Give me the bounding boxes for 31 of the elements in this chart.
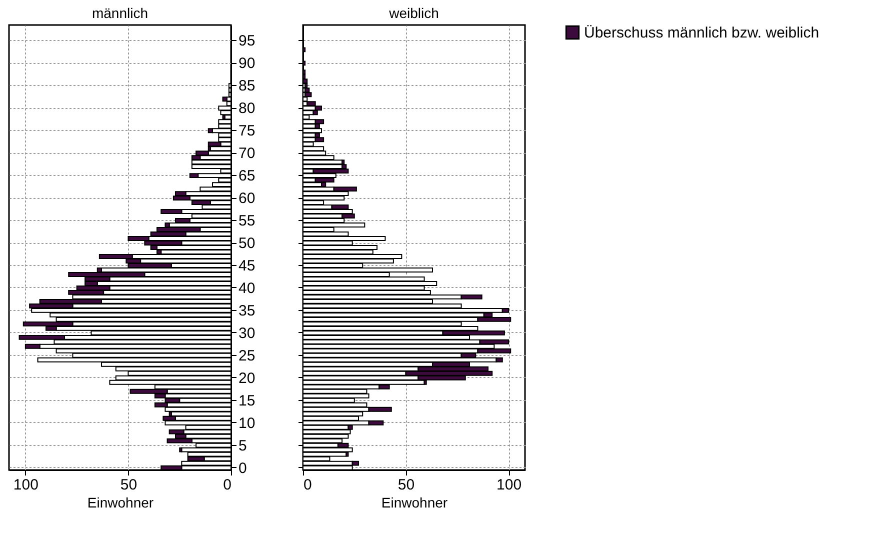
y-tick-label: 80 (238, 100, 256, 118)
chart-title: männlich (92, 5, 148, 21)
y-tick-label: 30 (238, 324, 256, 342)
y-tick-label: 35 (238, 302, 256, 320)
chart-title: weiblich (388, 5, 439, 21)
y-tick-label: 40 (238, 280, 256, 297)
y-tick-label: 85 (238, 78, 256, 95)
y-tick-label: 75 (238, 122, 256, 140)
x-tick-label: 50 (398, 476, 415, 494)
y-tick-label: 25 (238, 347, 256, 364)
y-tick-label: 65 (238, 168, 256, 185)
y-tick-label: 50 (238, 235, 256, 252)
x-tick-label: 100 (496, 476, 522, 494)
x-tick-label: 100 (13, 476, 38, 494)
y-tick-label: 60 (238, 190, 256, 208)
y-tick-label: 0 (238, 460, 247, 477)
x-axis-title: Einwohner (381, 494, 448, 510)
x-tick-label: 0 (223, 476, 232, 494)
y-tick-label: 95 (238, 32, 256, 50)
x-tick-label: 0 (304, 476, 312, 494)
y-tick-label: 20 (238, 370, 256, 387)
y-tick-label: 10 (238, 414, 256, 432)
y-tick-label: 70 (238, 145, 256, 162)
y-tick-label: 90 (238, 55, 256, 72)
x-axis-title: Einwohner (87, 494, 154, 510)
x-tick-label: 50 (120, 476, 138, 494)
y-tick-label: 45 (238, 257, 256, 274)
legend-label: Überschuss männlich bzw. weiblich (584, 24, 820, 42)
y-tick-label: 5 (238, 437, 247, 454)
y-tick-label: 55 (238, 212, 256, 230)
y-tick-label: 15 (238, 392, 256, 410)
